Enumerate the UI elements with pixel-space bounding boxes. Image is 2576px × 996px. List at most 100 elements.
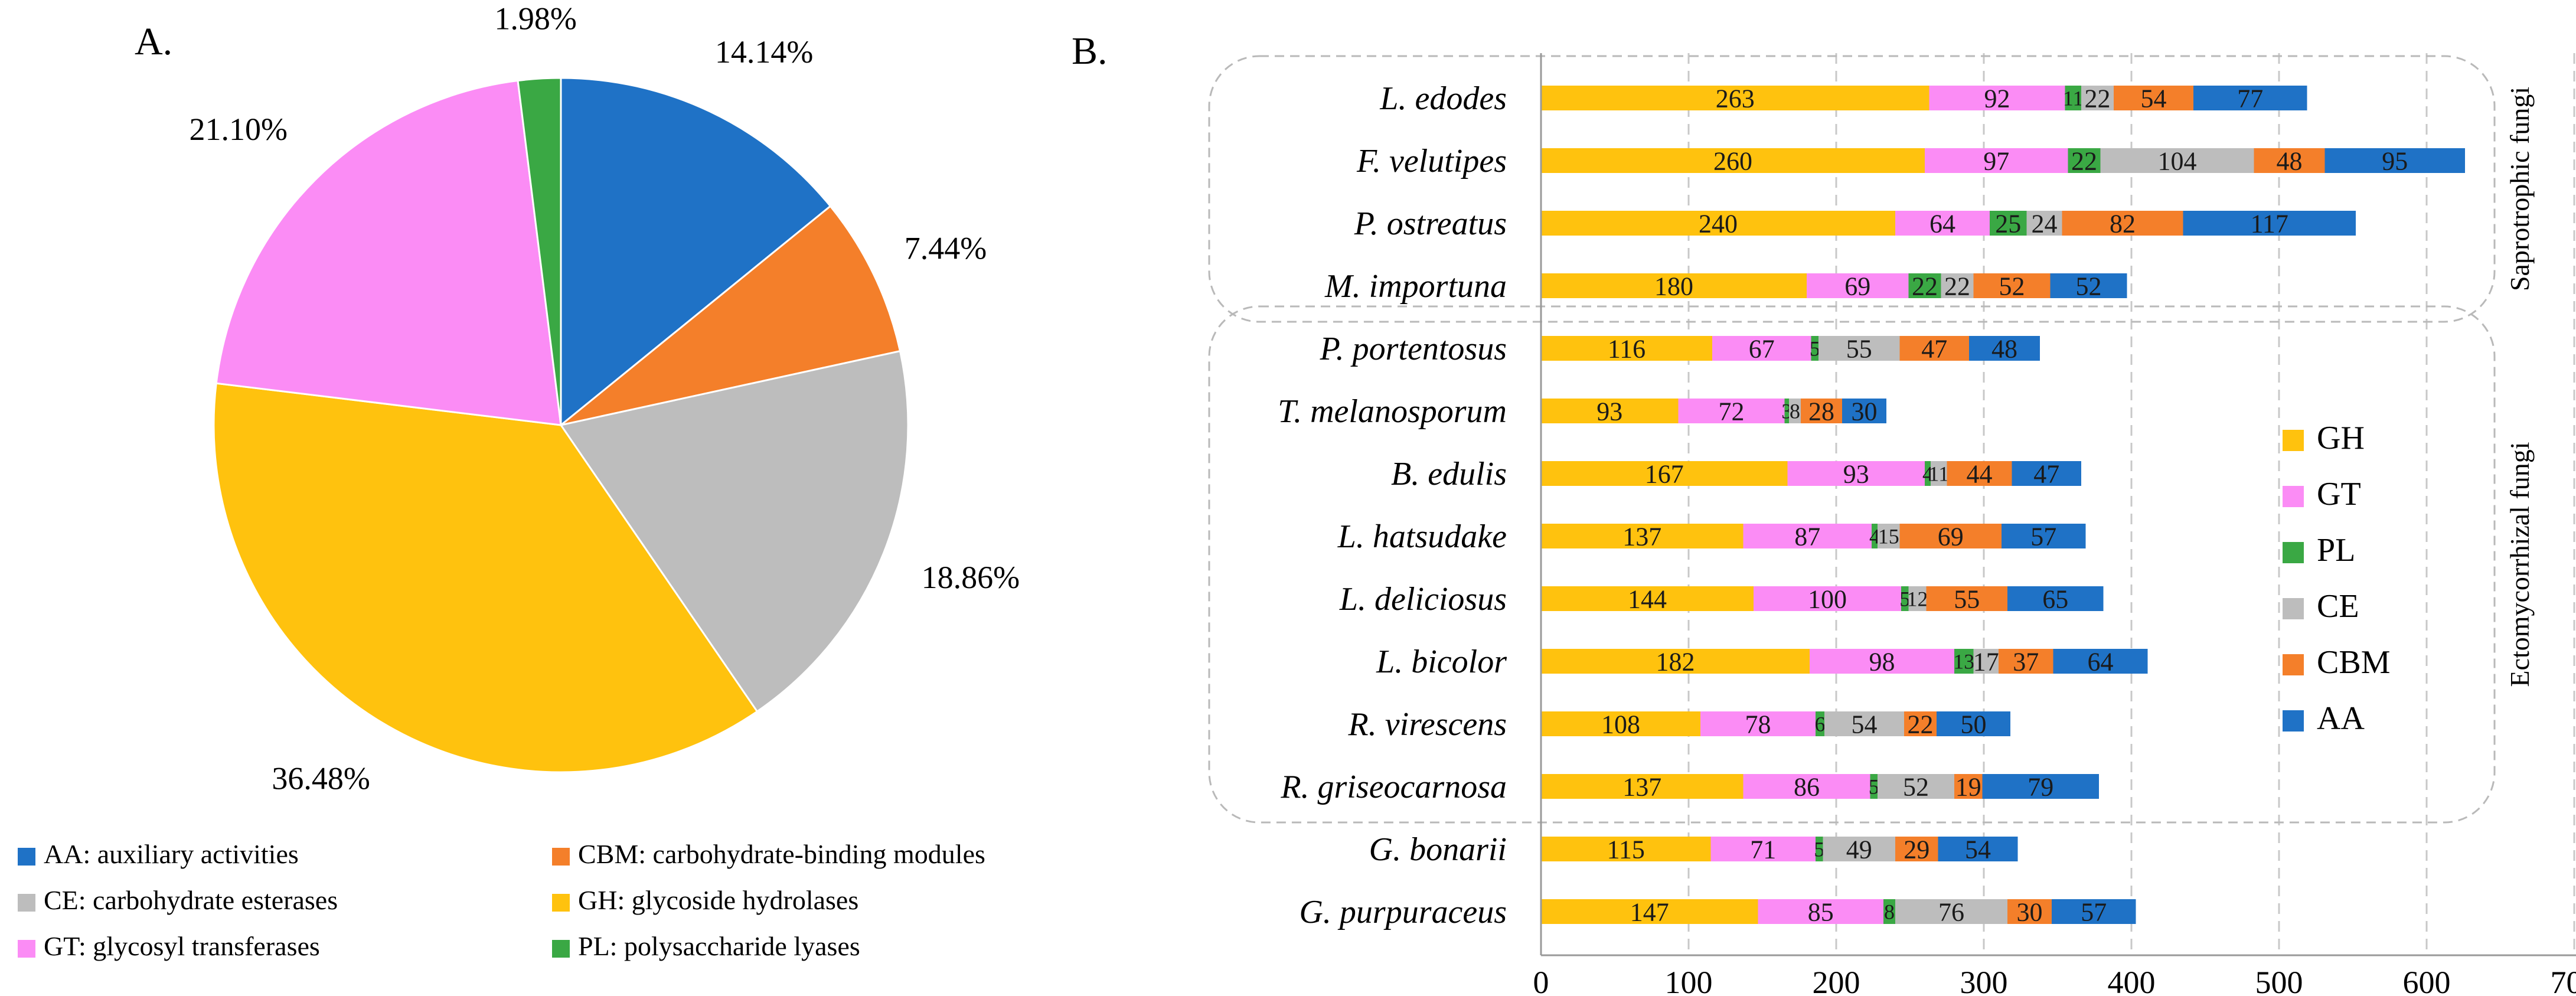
data-label: 8 [1884,900,1895,924]
data-label: 85 [1808,897,1834,926]
x-tick-label: 600 [2403,965,2451,996]
bar-segment-ce [1908,586,1927,611]
pie-label-pl: 1.98% [494,1,576,36]
bar-segment-pl [2068,148,2101,173]
legend-label-pl: PL: polysaccharide lyases [578,931,860,961]
bar-legend: GH GT PL CE CBM AA [2283,420,2391,737]
bar-segment-ce [2081,86,2114,110]
data-label: 72 [1719,397,1745,426]
legend-swatch-pl [552,940,570,958]
legend-label-cbm: CBM: carbohydrate-binding modules [578,839,985,869]
category-label: P. ostreatus [1354,205,1507,242]
x-tick-label: 400 [2108,965,2156,996]
pie-slice-gt [215,79,562,426]
data-label: 47 [1921,334,1947,363]
bar-legend-label-gt: GT [2317,476,2361,512]
data-label: 260 [1713,146,1752,175]
bar-segment-pl [1901,586,1909,611]
bar-segment-aa [1969,336,2040,361]
bar-segment-gh [1541,461,1788,486]
data-label: 144 [1628,584,1667,613]
bar-segment-gt [1743,774,1870,799]
bar-segment-cbm [1895,837,1938,861]
data-label: 11 [2063,87,2084,110]
bar-segment-gh [1541,774,1744,799]
bar-segment-gt [1700,711,1816,736]
data-label: 87 [1794,522,1820,551]
pie-label-gh: 36.48% [272,760,370,796]
bar-legend-swatch-pl [2283,542,2304,563]
x-tick-label: 300 [1960,965,2008,996]
bar-segment-aa [2002,524,2086,548]
bar-segment-ce [1823,837,1895,861]
data-label: 55 [1846,334,1872,363]
data-label: 25 [1995,209,2021,238]
data-label: 240 [1699,209,1738,238]
bar-segment-gh [1541,336,1712,361]
data-label: 4 [1922,462,1933,486]
bar-segment-gh [1541,586,1754,611]
bar-segment-gh [1541,86,1929,110]
bar-segment-pl [1908,273,1941,298]
data-label: 22 [1908,710,1934,739]
bar-segment-ce [1878,774,1954,799]
data-label: 263 [1716,84,1755,113]
data-label: 67 [1749,334,1775,363]
bar-segment-gh [1541,837,1711,861]
data-label: 22 [1912,272,1938,301]
data-label: 137 [1622,522,1661,551]
bar-segment-aa [2052,899,2136,924]
bar-segment-cbm [1926,586,2007,611]
bar-segment-ce [1941,273,1974,298]
bar-legend-label-cbm: CBM [2317,644,2391,681]
bar-legend-swatch-ce [2283,598,2304,619]
data-label: 52 [1903,772,1929,801]
data-label: 13 [1953,650,1974,674]
legend-label-ce: CE: carbohydrate esterases [44,885,338,915]
bar-legend-label-gh: GH [2317,420,2365,456]
bar-segment-cbm [1899,524,2002,548]
data-label: 5 [1810,337,1820,361]
data-label: 167 [1645,459,1684,488]
bar-segment-aa [2324,148,2465,173]
bar-segment-gt [1754,586,1901,611]
x-tick-label: 0 [1533,965,1549,996]
bar-segment-ce [1973,649,1999,674]
bar-segment-aa [2193,86,2307,110]
category-label: P. portentosus [1320,331,1507,367]
bar-segment-gh [1541,148,1925,173]
bar-segment-gt [1712,336,1811,361]
data-label: 12 [1907,587,1928,611]
bar-segment-gh [1541,273,1807,298]
bar-segment-gt [1925,148,2068,173]
bar-segment-aa [1842,399,1886,423]
bar-segment-ce [2100,148,2254,173]
x-tick-label: 200 [1813,965,1860,996]
bar-segment-gh [1541,211,1895,236]
category-label: G. bonarii [1369,831,1507,868]
data-label: 22 [2085,84,2111,113]
data-label: 76 [1938,897,1964,926]
data-label: 48 [2277,146,2303,175]
data-label: 30 [1852,397,1878,426]
pie-label-aa: 14.14% [715,34,813,70]
data-label: 11 [1928,462,1949,486]
category-label: L. hatsudake [1337,518,1507,555]
bar-segment-aa [2183,211,2356,236]
data-label: 55 [1954,584,1980,613]
category-label: G. purpuraceus [1299,894,1507,930]
bar-legend-swatch-gt [2283,486,2304,507]
data-label: 82 [2110,209,2136,238]
data-label: 52 [1999,272,2025,301]
bar-segment-gt [1743,524,1872,548]
data-label: 108 [1601,710,1640,739]
bar-segment-cbm [1954,774,1983,799]
bar-segment-gt [1895,211,1990,236]
bar-segment-gh [1541,649,1810,674]
group-box [1208,55,2496,323]
data-label: 37 [2013,647,2039,676]
pie-chart [213,77,909,773]
bar-segment-cbm [1899,336,1969,361]
bar-segment-cbm [2062,211,2183,236]
data-label: 182 [1656,647,1695,676]
